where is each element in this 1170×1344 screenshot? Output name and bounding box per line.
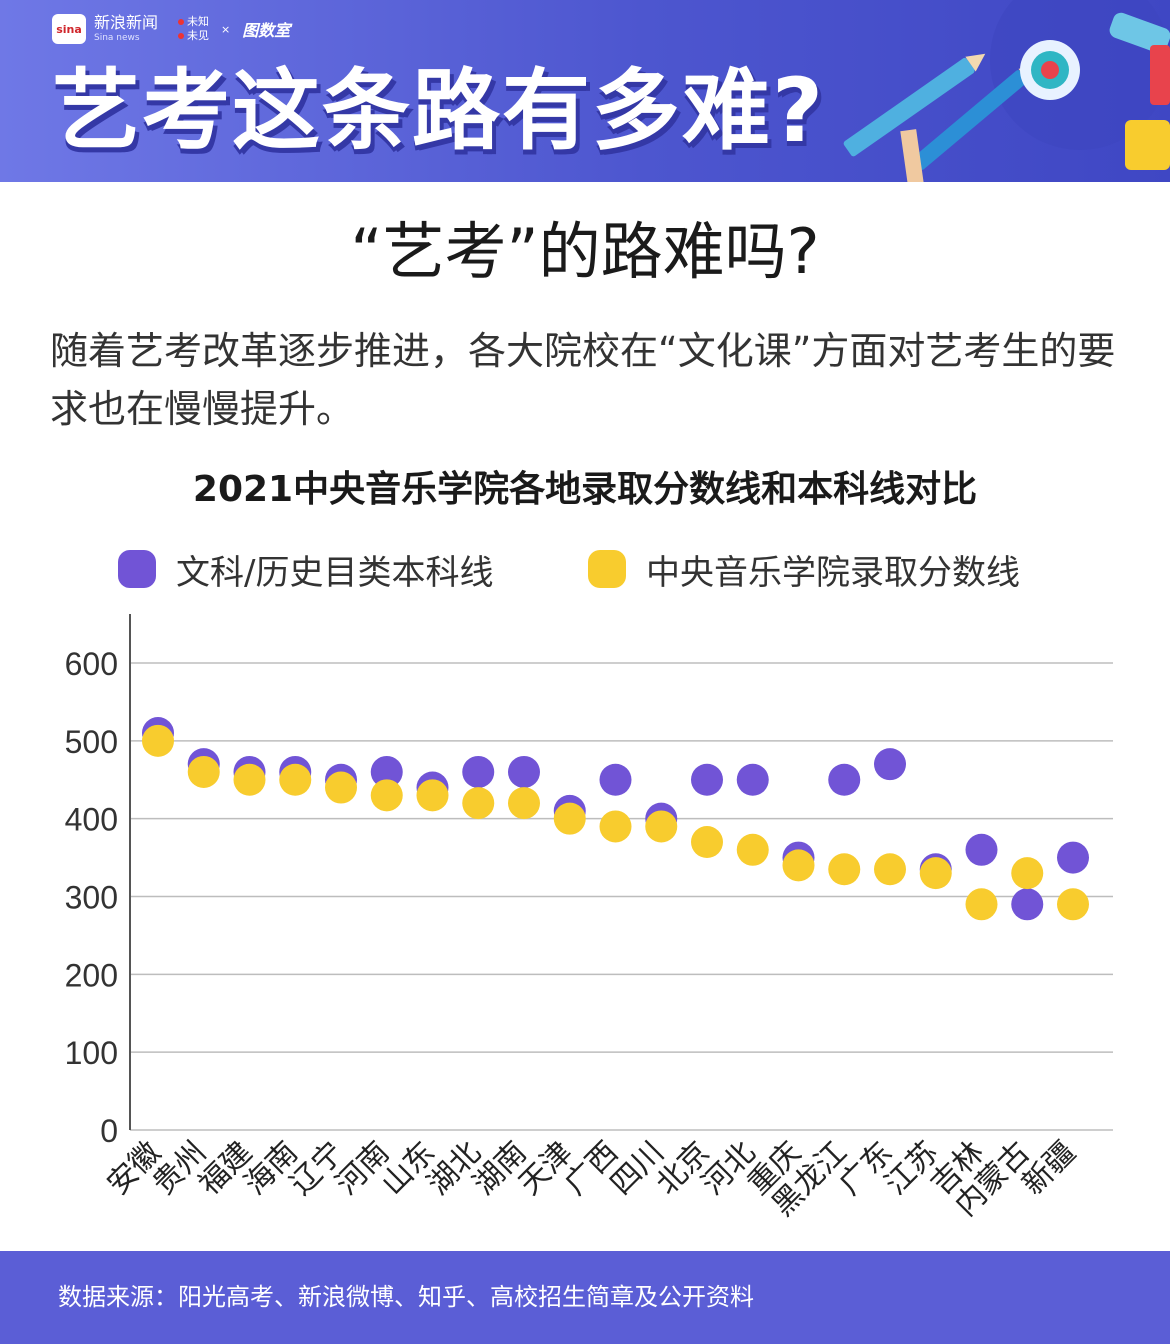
point-undergrad-line [736, 763, 769, 796]
y-tick-label: 0 [100, 1113, 118, 1149]
point-undergrad-line [828, 763, 861, 796]
point-undergrad-line [965, 833, 998, 866]
legend-item-purple: 文科/历史目类本科线 [118, 546, 494, 593]
brand-name: 新浪新闻 Sina news [94, 15, 158, 43]
legend-swatch-yellow [588, 550, 626, 588]
scatter-chart: 0100200300400500600安徽贵州福建海南辽宁河南山东湖北湖南天津广… [65, 614, 1113, 1223]
legend-label-purple: 文科/历史目类本科线 [176, 552, 494, 593]
point-ccom-line [462, 787, 495, 820]
point-ccom-line [736, 833, 769, 866]
point-undergrad-line [1011, 888, 1044, 921]
point-ccom-line [508, 787, 540, 820]
brand-name-en: Sina news [94, 33, 140, 43]
point-undergrad-line [599, 763, 632, 796]
point-ccom-line [645, 810, 678, 843]
y-tick-label: 600 [65, 646, 118, 682]
point-undergrad-line [508, 755, 540, 788]
y-tick-label: 300 [65, 880, 118, 916]
point-undergrad-line [1057, 841, 1089, 874]
point-ccom-line [874, 853, 906, 886]
y-tick-label: 200 [65, 957, 118, 993]
data-source: 数据来源：阳光高考、新浪微博、知乎、高校招生简章及公开资料 [58, 1283, 754, 1311]
brand-name-cn: 新浪新闻 [94, 13, 159, 32]
legend-label-yellow: 中央音乐学院录取分数线 [646, 552, 1020, 593]
point-ccom-line [828, 853, 861, 886]
point-ccom-line [691, 826, 723, 859]
chart-title: 2021中央音乐学院各地录取分数线和本科线对比 [192, 469, 978, 510]
brand-slogan-line-2: 未见 [178, 29, 209, 43]
partner-logo: 图数室 [242, 21, 291, 40]
y-tick-label: 100 [65, 1035, 118, 1071]
point-ccom-line [370, 779, 403, 812]
point-ccom-line [416, 779, 449, 812]
brand-separator: × [221, 22, 231, 36]
point-undergrad-line [874, 748, 906, 781]
point-ccom-line [142, 724, 174, 757]
point-ccom-line [279, 763, 312, 796]
legend-swatch-purple [118, 550, 156, 588]
stationery-illustration [843, 0, 1170, 182]
point-ccom-line [1011, 857, 1044, 890]
y-tick-label: 400 [65, 802, 118, 838]
main-title: 艺考这条路有多难? [52, 59, 826, 162]
point-ccom-line [325, 771, 357, 804]
sina-logo-icon: sina [52, 14, 86, 44]
point-undergrad-line [691, 763, 723, 796]
y-tick-label: 500 [65, 724, 118, 760]
subtitle: “艺考”的路难吗? [350, 215, 820, 288]
x-tick-label: 新疆 [1015, 1135, 1082, 1202]
point-ccom-line [965, 888, 998, 921]
point-ccom-line [187, 755, 220, 788]
point-undergrad-line [370, 755, 403, 788]
point-ccom-line [599, 810, 632, 843]
point-ccom-line [553, 802, 586, 835]
point-ccom-line [782, 849, 815, 882]
description: 随着艺考改革逐步推进，各大院校在“文化课”方面对艺考生的要求也在慢慢提升。 [50, 329, 1116, 431]
point-undergrad-line [462, 755, 495, 788]
header-banner: sina 新浪新闻 Sina news 未知 未见 × 图数室 艺考这条路有多难… [0, 0, 1170, 182]
point-ccom-line [1057, 888, 1089, 921]
point-ccom-line [919, 857, 952, 890]
legend-item-yellow: 中央音乐学院录取分数线 [588, 546, 1020, 593]
brand-slogan: 未知 未见 [178, 15, 209, 43]
point-ccom-line [233, 763, 266, 796]
brand-slogan-line-1: 未知 [178, 15, 209, 29]
footer: 数据来源：阳光高考、新浪微博、知乎、高校招生简章及公开资料 [0, 1251, 1170, 1344]
brand-bar: sina 新浪新闻 Sina news 未知 未见 × 图数室 [52, 14, 290, 44]
